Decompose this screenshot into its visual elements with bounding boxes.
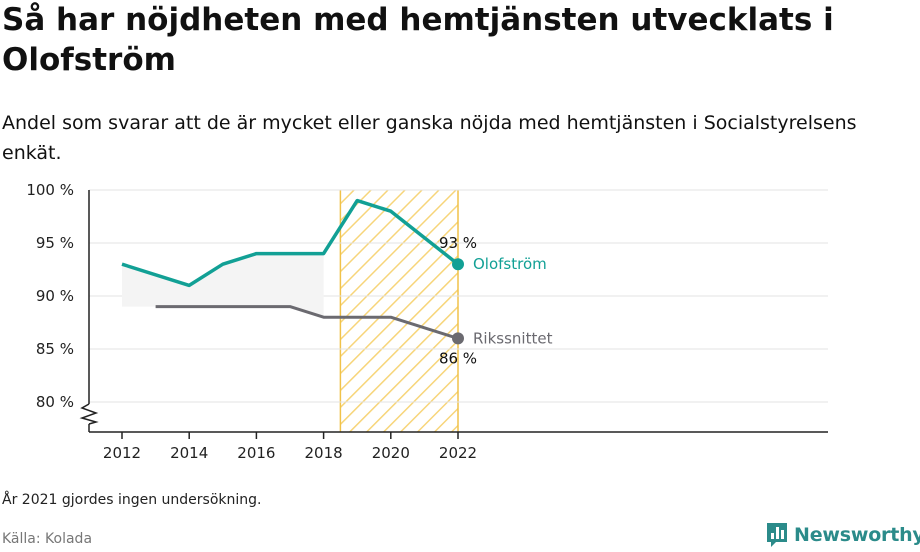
footnote: År 2021 gjordes ingen undersökning.: [2, 492, 262, 508]
bar-chart-logo-icon: [767, 523, 787, 547]
series-name-label: Rikssnittet: [473, 329, 553, 347]
x-tick-label: 2020: [372, 444, 410, 462]
x-tick-label: 2012: [103, 444, 141, 462]
chart-title: Så har nöjdheten med hemtjänsten utveckl…: [2, 2, 834, 78]
x-tick-label: 2018: [305, 444, 343, 462]
difference-band: [122, 253, 324, 318]
y-tick-label: 80 %: [36, 393, 74, 411]
series-value-label: 93 %: [439, 234, 477, 252]
brand-logo[interactable]: Newsworthy: [765, 521, 920, 549]
x-tick-label: 2014: [170, 444, 208, 462]
highlight-band: [340, 190, 458, 432]
series-line-riket: [155, 305, 459, 340]
y-tick-label: 85 %: [36, 340, 74, 358]
source-credit: Källa: Kolada: [2, 531, 93, 547]
series-end-point: [452, 332, 464, 345]
x-tick-label: 2016: [237, 444, 275, 462]
brand-name: Newsworthy: [794, 524, 920, 546]
series-end-point: [452, 258, 464, 271]
line-chart: 80 % 85 % 90 % 95 % 100 % 2012 2014 2016 2018 20…: [26, 181, 828, 462]
series-name-label: Olofström: [473, 255, 547, 273]
series-line-olofstrom: [121, 198, 460, 288]
y-tick-label: 90 %: [36, 287, 74, 305]
series-value-label: 86 %: [439, 349, 477, 367]
y-tick-label: 95 %: [36, 234, 74, 252]
chart-subtitle: Andel som svarar att de är mycket eller …: [2, 112, 857, 164]
axis-break-icon: [79, 403, 99, 425]
y-tick-label: 100 %: [26, 181, 74, 199]
x-tick-label: 2022: [439, 444, 477, 462]
